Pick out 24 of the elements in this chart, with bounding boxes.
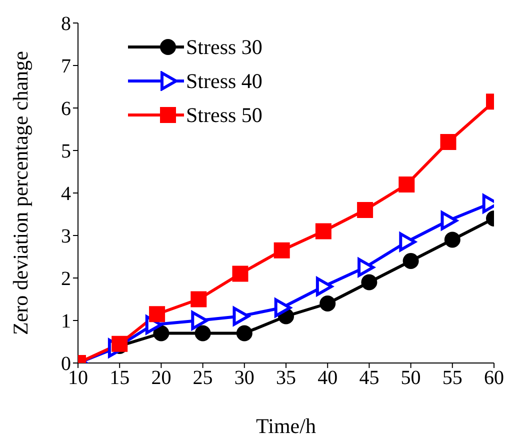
y-tick-label: 8 bbox=[61, 13, 71, 36]
x-tick-label: 40 bbox=[318, 367, 338, 390]
legend-label: Stress 30 bbox=[186, 34, 262, 60]
legend-label: Stress 40 bbox=[186, 68, 262, 94]
y-tick-label: 2 bbox=[61, 268, 71, 290]
x-tick-label: 25 bbox=[192, 367, 213, 390]
y-tick-label: 3 bbox=[61, 226, 71, 248]
x-tick-label: 55 bbox=[442, 367, 462, 390]
y-tick-label: 7 bbox=[61, 56, 71, 78]
x-tick-label: 45 bbox=[359, 367, 380, 390]
x-tick-label: 15 bbox=[110, 367, 130, 390]
legend-label: Stress 50 bbox=[186, 102, 262, 128]
y-tick-label: 5 bbox=[61, 140, 71, 163]
y-tick-label: 6 bbox=[61, 98, 71, 120]
y-tick-label: 4 bbox=[61, 183, 71, 206]
x-axis-title: Time/h bbox=[256, 414, 316, 438]
x-tick-label: 30 bbox=[234, 367, 254, 390]
y-axis-title: Zero deviation percentage change bbox=[8, 51, 32, 335]
x-tick-label: 60 bbox=[484, 367, 504, 390]
y-tick-label: 1 bbox=[61, 310, 71, 333]
x-tick-label: 50 bbox=[400, 367, 421, 390]
y-tick-label: 0 bbox=[61, 353, 71, 376]
x-tick-label: 35 bbox=[276, 367, 296, 390]
x-tick-label: 20 bbox=[151, 367, 172, 390]
